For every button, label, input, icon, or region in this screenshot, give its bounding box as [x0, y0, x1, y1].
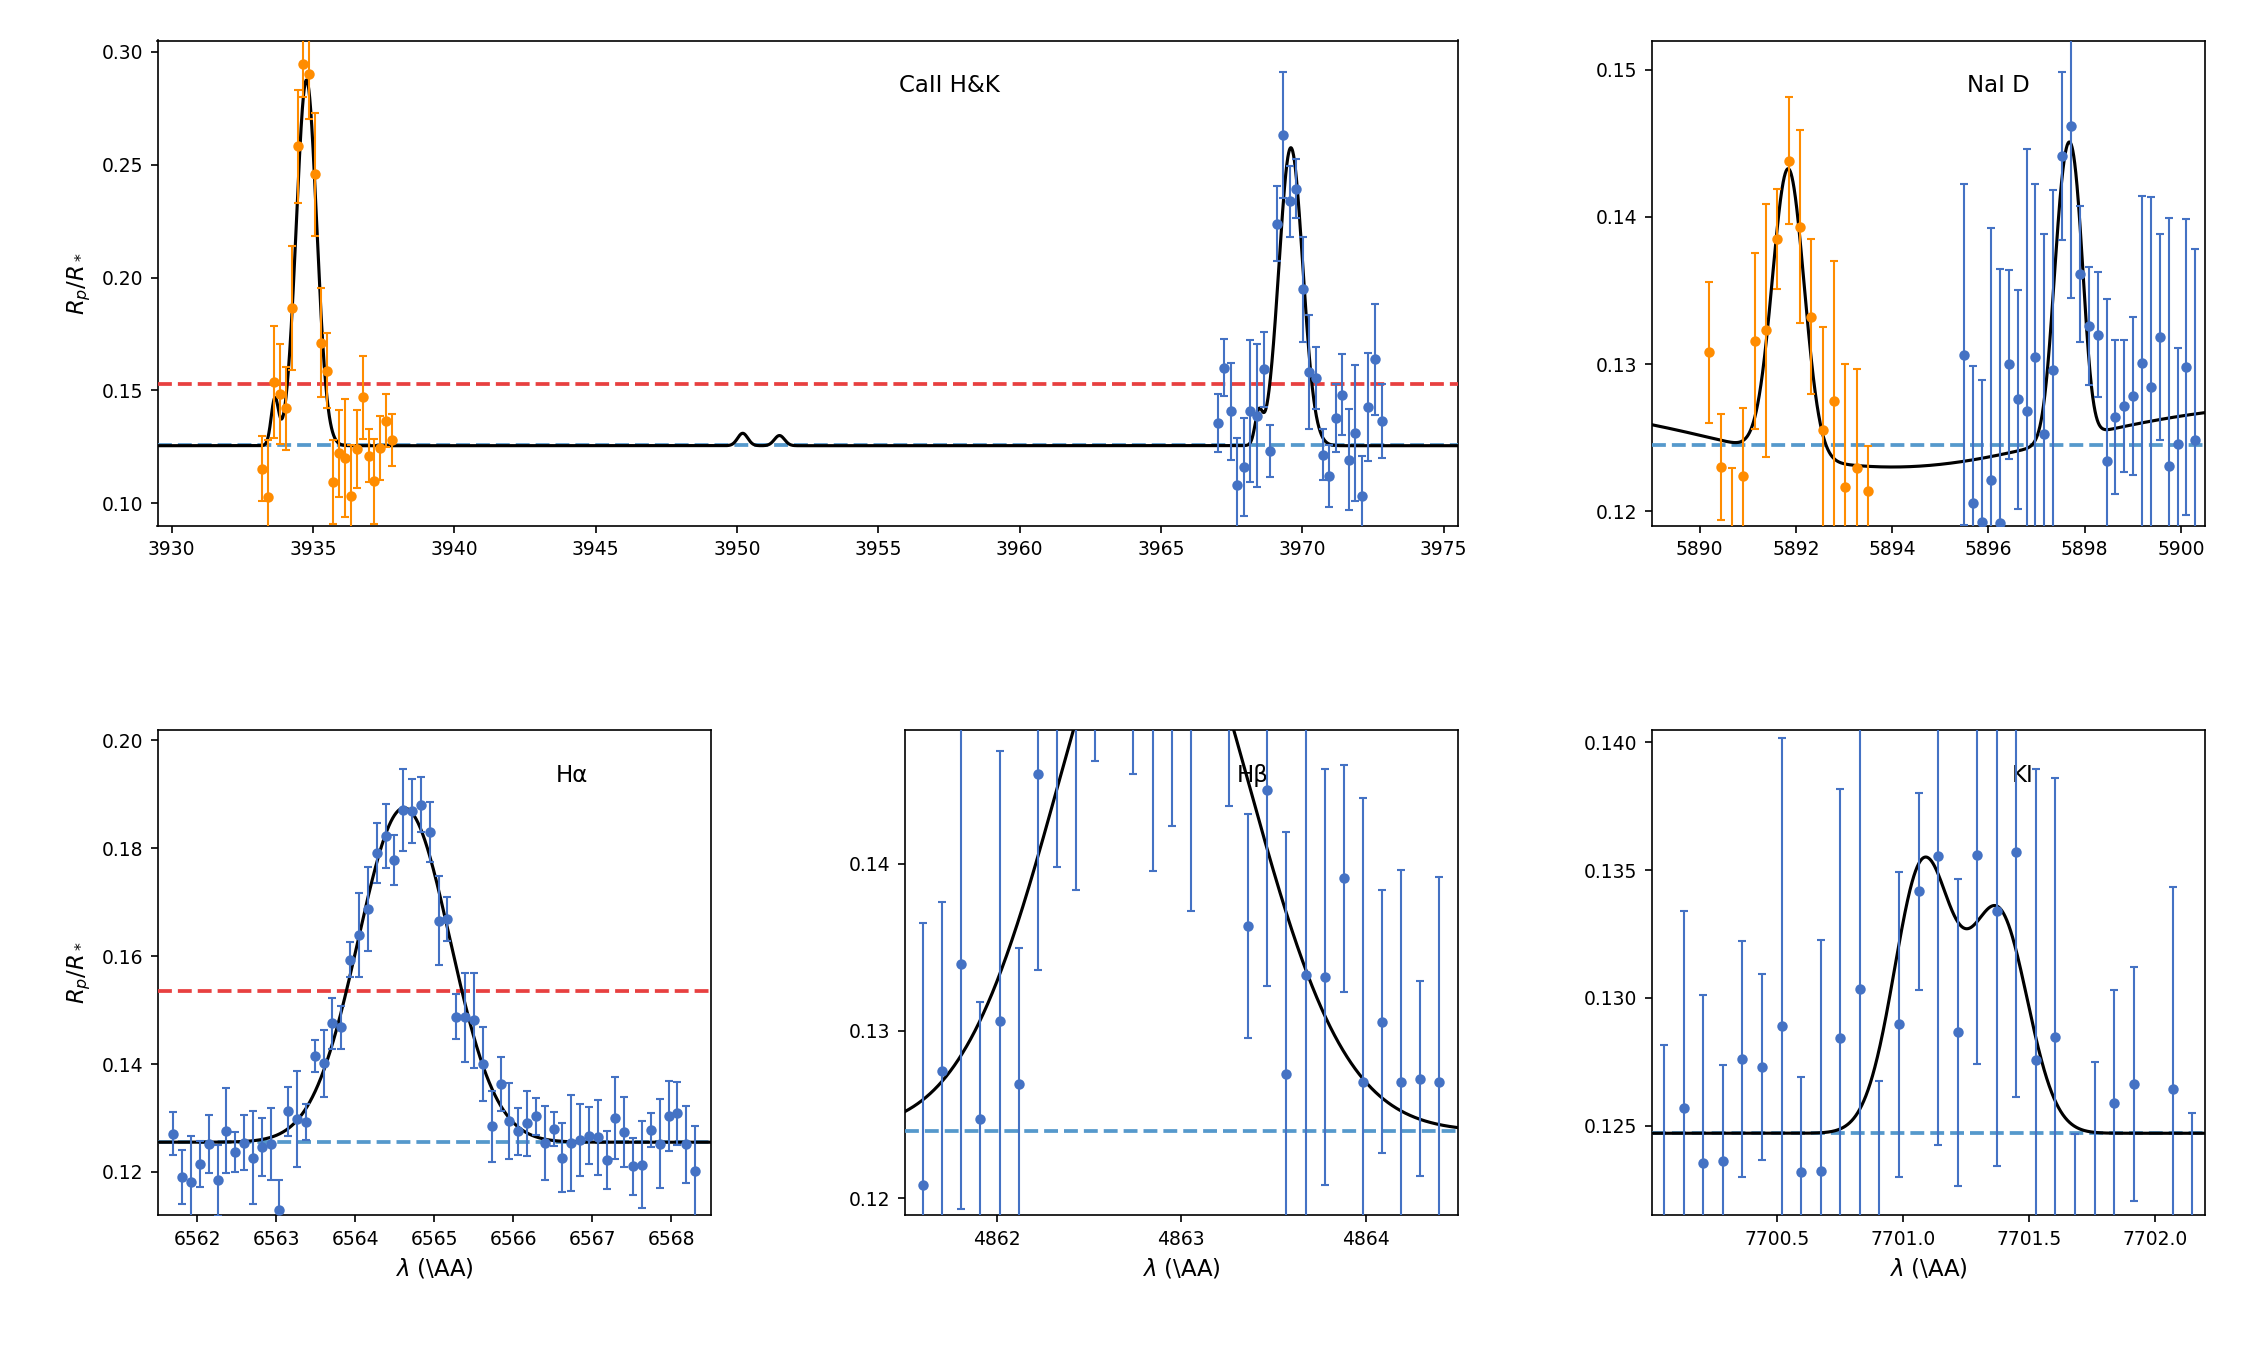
X-axis label: $\lambda$ (\AA): $\lambda$ (\AA)	[394, 1257, 472, 1281]
X-axis label: $\lambda$ (\AA): $\lambda$ (\AA)	[1143, 1257, 1220, 1281]
Text: CaII H&K: CaII H&K	[898, 74, 999, 97]
Y-axis label: $R_p/R_*$: $R_p/R_*$	[65, 941, 92, 1004]
Text: KI: KI	[2012, 764, 2034, 787]
Text: Hβ: Hβ	[1238, 764, 1269, 787]
Text: Hα: Hα	[556, 764, 587, 787]
X-axis label: $\lambda$ (\AA): $\lambda$ (\AA)	[1890, 1257, 1969, 1281]
Text: NaI D: NaI D	[1966, 74, 2030, 97]
Y-axis label: $R_p/R_*$: $R_p/R_*$	[65, 251, 92, 315]
